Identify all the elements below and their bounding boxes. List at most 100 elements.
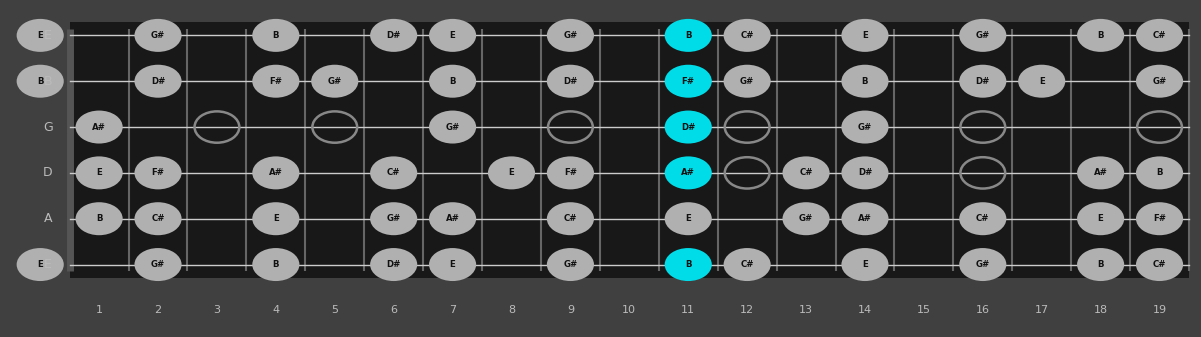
Text: A#: A#: [1094, 168, 1107, 177]
Ellipse shape: [429, 19, 476, 52]
Ellipse shape: [783, 156, 830, 189]
Text: 16: 16: [975, 305, 990, 315]
Ellipse shape: [546, 156, 594, 189]
Ellipse shape: [842, 111, 889, 144]
Ellipse shape: [664, 156, 712, 189]
Ellipse shape: [723, 248, 771, 281]
Ellipse shape: [1018, 65, 1065, 98]
Text: D#: D#: [563, 77, 578, 86]
Text: 12: 12: [740, 305, 754, 315]
Text: G#: G#: [563, 31, 578, 40]
Text: 15: 15: [916, 305, 931, 315]
Text: C#: C#: [563, 214, 578, 223]
Text: 10: 10: [622, 305, 637, 315]
Ellipse shape: [252, 19, 299, 52]
Ellipse shape: [252, 202, 299, 235]
Text: 8: 8: [508, 305, 515, 315]
Ellipse shape: [370, 248, 417, 281]
Ellipse shape: [76, 156, 123, 189]
Text: 13: 13: [799, 305, 813, 315]
Text: 5: 5: [331, 305, 339, 315]
Text: 3: 3: [214, 305, 221, 315]
Text: G#: G#: [799, 214, 813, 223]
Ellipse shape: [842, 19, 889, 52]
Text: E: E: [449, 260, 455, 269]
Text: G#: G#: [151, 260, 166, 269]
Ellipse shape: [842, 65, 889, 98]
Text: G#: G#: [975, 260, 990, 269]
Ellipse shape: [17, 65, 64, 98]
Ellipse shape: [664, 202, 712, 235]
Ellipse shape: [664, 65, 712, 98]
Text: C#: C#: [151, 214, 165, 223]
Text: D: D: [43, 166, 53, 179]
Text: B: B: [273, 31, 279, 40]
Text: G#: G#: [563, 260, 578, 269]
Ellipse shape: [842, 248, 889, 281]
Text: 6: 6: [390, 305, 398, 315]
Ellipse shape: [1077, 202, 1124, 235]
Ellipse shape: [664, 248, 712, 281]
Text: B: B: [685, 31, 692, 40]
Text: 7: 7: [449, 305, 456, 315]
Text: E: E: [1098, 214, 1104, 223]
Ellipse shape: [311, 65, 358, 98]
Text: B: B: [685, 260, 692, 269]
Text: G#: G#: [1153, 77, 1166, 86]
Ellipse shape: [488, 156, 536, 189]
Text: A: A: [43, 212, 53, 225]
Text: G#: G#: [740, 77, 754, 86]
Text: B: B: [96, 214, 102, 223]
Text: G: G: [43, 121, 53, 133]
Ellipse shape: [723, 65, 771, 98]
Text: D#: D#: [975, 77, 990, 86]
Ellipse shape: [135, 248, 181, 281]
Text: D#: D#: [387, 260, 401, 269]
Text: D#: D#: [858, 168, 872, 177]
Ellipse shape: [842, 202, 889, 235]
Ellipse shape: [370, 19, 417, 52]
Ellipse shape: [429, 111, 476, 144]
Text: C#: C#: [387, 168, 400, 177]
Text: A#: A#: [446, 214, 460, 223]
Text: C#: C#: [740, 31, 754, 40]
Ellipse shape: [1077, 19, 1124, 52]
Text: G#: G#: [328, 77, 342, 86]
Ellipse shape: [252, 156, 299, 189]
Ellipse shape: [664, 19, 712, 52]
Text: 14: 14: [858, 305, 872, 315]
Text: A#: A#: [269, 168, 282, 177]
Ellipse shape: [960, 202, 1006, 235]
Text: D#: D#: [387, 31, 401, 40]
Text: F#: F#: [151, 168, 165, 177]
Text: E: E: [509, 168, 514, 177]
Text: F#: F#: [682, 77, 694, 86]
Text: A#: A#: [858, 214, 872, 223]
Text: E: E: [44, 29, 52, 42]
Text: E: E: [96, 168, 102, 177]
Ellipse shape: [1136, 65, 1183, 98]
Ellipse shape: [546, 248, 594, 281]
Text: 19: 19: [1153, 305, 1166, 315]
Text: F#: F#: [1153, 214, 1166, 223]
Ellipse shape: [960, 65, 1006, 98]
Text: C#: C#: [800, 168, 813, 177]
Ellipse shape: [429, 248, 476, 281]
Ellipse shape: [842, 156, 889, 189]
Text: B: B: [1098, 31, 1104, 40]
Ellipse shape: [1136, 202, 1183, 235]
Text: 1: 1: [96, 305, 102, 315]
Text: C#: C#: [740, 260, 754, 269]
Text: D#: D#: [151, 77, 166, 86]
Ellipse shape: [370, 156, 417, 189]
Text: E: E: [862, 260, 868, 269]
Text: A#: A#: [681, 168, 695, 177]
Text: E: E: [862, 31, 868, 40]
Ellipse shape: [17, 19, 64, 52]
Ellipse shape: [135, 156, 181, 189]
Text: E: E: [44, 258, 52, 271]
Text: G#: G#: [151, 31, 166, 40]
FancyBboxPatch shape: [70, 22, 1189, 278]
Text: 4: 4: [273, 305, 280, 315]
Text: G#: G#: [975, 31, 990, 40]
